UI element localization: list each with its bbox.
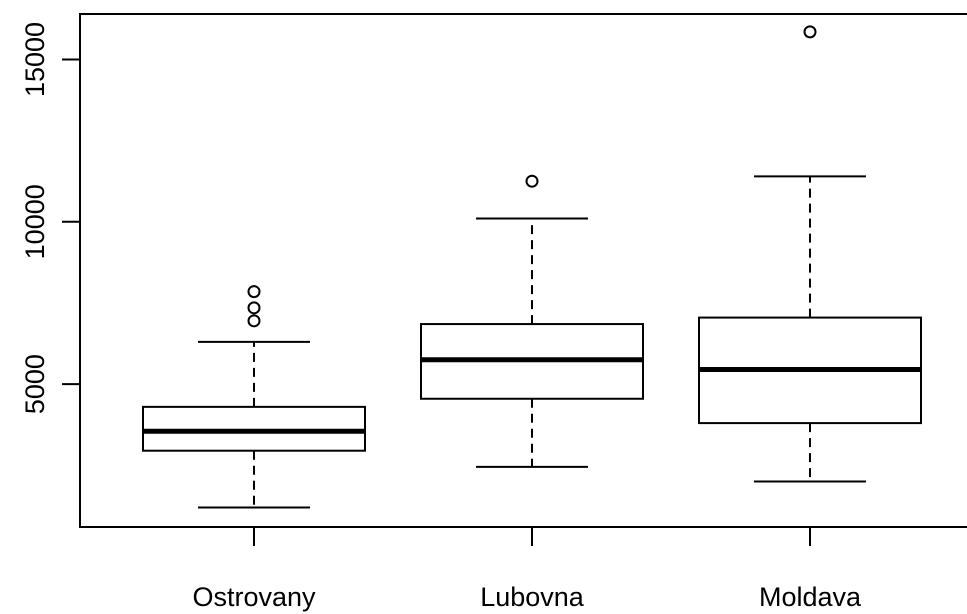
- x-axis: Ostrovany Lubovna Moldava: [192, 526, 862, 612]
- box-ostrovany: [142, 285, 366, 509]
- y-tick-label-5000: 5000: [20, 354, 50, 414]
- y-axis: 5000 10000 15000: [20, 22, 81, 414]
- outlier-moldava-0: [803, 25, 817, 39]
- outlier-ostrovany-2: [247, 285, 261, 299]
- boxes: [142, 25, 922, 509]
- x-tick-label-ostrovany: Ostrovany: [192, 582, 316, 612]
- outlier-lubovna-0: [525, 174, 539, 188]
- box-lubovna: [420, 174, 644, 468]
- y-tick-label-10000: 10000: [20, 184, 50, 259]
- box-moldava: [698, 25, 922, 483]
- outlier-ostrovany-1: [247, 301, 261, 315]
- x-tick-label-moldava: Moldava: [759, 582, 862, 612]
- y-tick-label-15000: 15000: [20, 22, 50, 97]
- x-tick-label-lubovna: Lubovna: [480, 582, 585, 612]
- outlier-ostrovany-0: [247, 314, 261, 328]
